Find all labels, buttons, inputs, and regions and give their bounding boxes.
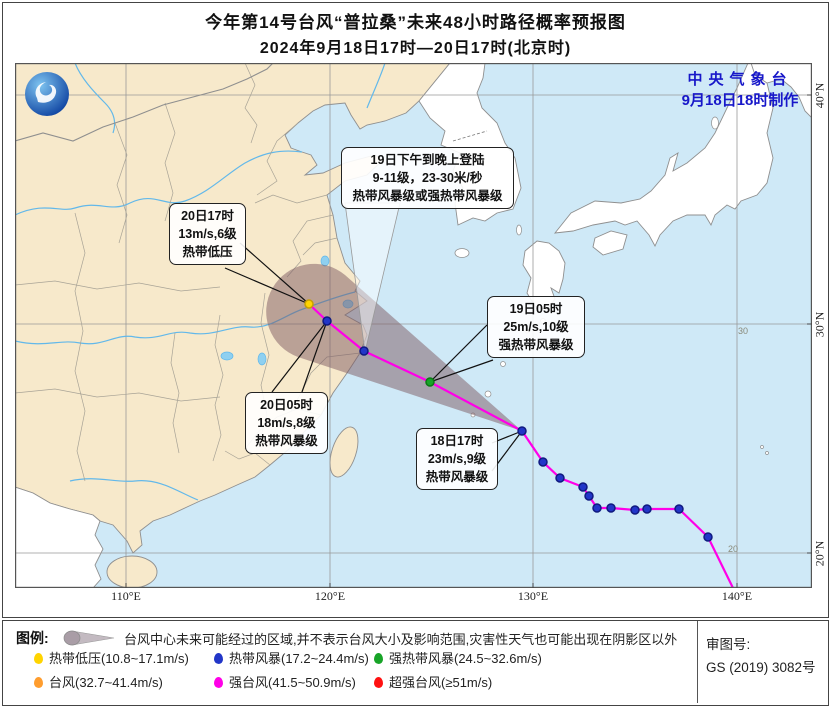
annotation-line: 19日下午到晚上登陆	[370, 153, 485, 167]
maker-name: 中央气象台	[687, 71, 793, 88]
annotation-line: 18m/s,8级	[257, 416, 316, 430]
cone-icon	[62, 630, 118, 651]
annotation-line: 热带低压	[182, 245, 233, 259]
tropical-storm-dot-icon	[214, 653, 223, 664]
approval-number: 审图号: GS (2019) 3082号	[706, 633, 816, 679]
super-typhoon-dot-icon	[374, 677, 383, 688]
legend-divider	[697, 621, 698, 703]
annotation-20d17h: 20日17时 13m/s,6级 热带低压	[169, 203, 246, 265]
annotation-line: 9-11级，23-30米/秒	[372, 171, 483, 185]
cone-description: 台风中心未来可能经过的区域,并不表示台风大小及影响范围,灾害性天气也可能出现在阴…	[124, 632, 678, 647]
shikoku-landmass	[592, 230, 628, 256]
map-frame	[15, 63, 812, 588]
annotation-19d05h: 19日05时 25m/s,10级 强热带风暴级	[487, 296, 585, 358]
annotation-line: 13m/s,6级	[178, 227, 237, 241]
typhoon-dot-icon	[34, 677, 43, 688]
annotation-line: 25m/s,10级	[503, 320, 569, 334]
typhoon-track-line	[308, 303, 734, 588]
lat-label-40n: 40°N	[812, 82, 827, 109]
legend-item-typhoon: 台风(32.7~41.4m/s)	[34, 672, 163, 691]
annotation-line: 热带风暴级	[425, 470, 489, 484]
honshu-landmass	[553, 63, 774, 248]
taiwan-island	[329, 426, 359, 478]
vietnam-landmass	[15, 486, 104, 588]
inner-lat30-label: 30	[738, 326, 748, 336]
severe-tropical-storm-dot-icon	[374, 653, 383, 664]
legend-item-tropical-depression: 热带低压(10.8~17.1m/s)	[34, 648, 189, 667]
lon-label-130e: 130°E	[517, 589, 549, 603]
legend-item-tropical-storm: 热带风暴(17.2~24.4m/s)	[214, 648, 369, 667]
annotation-20d05h: 20日05时 18m/s,8级 热带风暴级	[245, 392, 328, 454]
forecast-cone	[266, 263, 522, 431]
lon-label-120e: 120°E	[314, 589, 346, 603]
tropical-depression-dot-icon	[34, 653, 43, 664]
severe-typhoon-dot-icon	[214, 677, 223, 688]
annotation-line: 20日17时	[181, 209, 234, 223]
maker-credit: 中央气象台 9月18日18时制作	[650, 69, 830, 111]
forecast-map: 30 20	[15, 63, 812, 588]
tsushima-island	[516, 224, 522, 236]
annotation-18d17h: 18日17时 23m/s,9级 热带风暴级	[416, 428, 498, 490]
annotation-line: 20日05时	[260, 398, 313, 412]
legend-item-severe-tropical-storm: 强热带风暴(24.5~32.6m/s)	[374, 648, 542, 667]
annotation-line: 热带风暴级或强热带风暴级	[352, 189, 503, 203]
annotation-line: 热带风暴级	[255, 434, 318, 448]
jeju-island	[454, 248, 470, 258]
annotation-line: 强热带风暴级	[498, 338, 574, 352]
page-subtitle: 2024年9月18日17时—20日17时(北京时)	[259, 40, 572, 57]
legend-item-label: 超强台风(≥51m/s)	[389, 675, 493, 690]
legend-item-label: 强台风(41.5~50.9m/s)	[229, 675, 356, 690]
legend-item-super-typhoon: 超强台风(≥51m/s)	[374, 672, 492, 691]
annotation-line: 18日17时	[430, 434, 484, 448]
legend-item-label: 热带风暴(17.2~24.4m/s)	[229, 651, 369, 666]
approval-value: GS (2019) 3082号	[706, 660, 816, 675]
legend-title: 图例:	[16, 630, 49, 646]
korea-dmz-border	[452, 130, 488, 142]
inner-lat20-label: 20	[728, 544, 738, 554]
hokkaido-landmass	[750, 63, 812, 119]
legend-panel	[2, 620, 829, 706]
lon-label-110e: 110°E	[111, 589, 141, 603]
annotation-landfall: 19日下午到晚上登陆 9-11级，23-30米/秒 热带风暴级或强热带风暴级	[341, 147, 514, 209]
legend-item-severe-typhoon: 强台风(41.5~50.9m/s)	[214, 672, 356, 691]
legend-item-label: 热带低压(10.8~17.1m/s)	[49, 651, 189, 666]
legend-item-label: 强热带风暴(24.5~32.6m/s)	[389, 651, 542, 666]
axis-ticks	[125, 94, 812, 588]
approval-label: 审图号:	[706, 637, 751, 652]
track-point-tropical-depression	[304, 299, 314, 309]
annotation-line: 23m/s,9级	[427, 452, 487, 466]
sado-island	[711, 116, 719, 130]
lat-label-30n: 30°N	[812, 311, 827, 338]
cma-logo	[24, 71, 70, 117]
track-point-severe-tropical-storm	[425, 377, 435, 387]
hainan-island	[106, 555, 158, 588]
maker-time: 9月18日18时制作	[681, 92, 799, 109]
track-points-tropical-storm	[322, 316, 713, 542]
lon-label-140e: 140°E	[721, 589, 753, 603]
annotation-line: 19日05时	[509, 302, 563, 316]
country-border-north	[15, 63, 274, 142]
legend-item-label: 台风(32.7~41.4m/s)	[49, 675, 163, 690]
page-title: 今年第14号台风“普拉桑”未来48小时路径概率预报图	[205, 13, 626, 32]
lat-label-20n: 20°N	[812, 540, 827, 567]
